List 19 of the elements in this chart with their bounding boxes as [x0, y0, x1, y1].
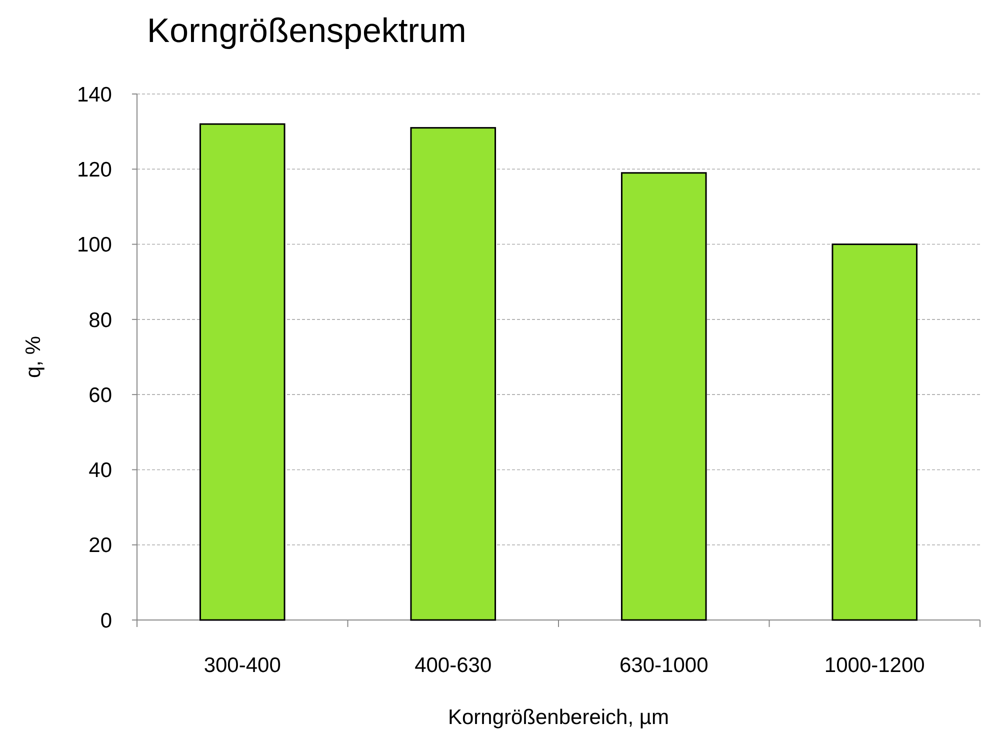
bar	[832, 244, 918, 621]
chart-title: Korngrößenspektrum	[147, 12, 466, 50]
y-tick-label: 100	[76, 234, 112, 257]
x-tick-label: 630-1000	[620, 654, 708, 677]
x-axis-title: Korngrößenbereich, µm	[448, 706, 670, 729]
y-tick-label: 60	[88, 384, 112, 407]
bar	[199, 123, 286, 621]
y-tick-label: 20	[88, 534, 112, 558]
x-tick-label: 1000-1200	[824, 654, 925, 677]
bar	[620, 172, 707, 621]
y-axis-title: q, %	[22, 336, 45, 378]
x-tick-label: 300-400	[204, 654, 281, 677]
bar	[410, 127, 496, 621]
y-tick-label: 40	[88, 459, 112, 482]
y-tick-label: 0	[100, 609, 112, 632]
x-tick-label: 400-630	[414, 654, 492, 677]
y-tick-label: 120	[76, 158, 112, 182]
y-tick-label: 80	[88, 308, 112, 332]
y-tick-label: 140	[76, 83, 112, 106]
